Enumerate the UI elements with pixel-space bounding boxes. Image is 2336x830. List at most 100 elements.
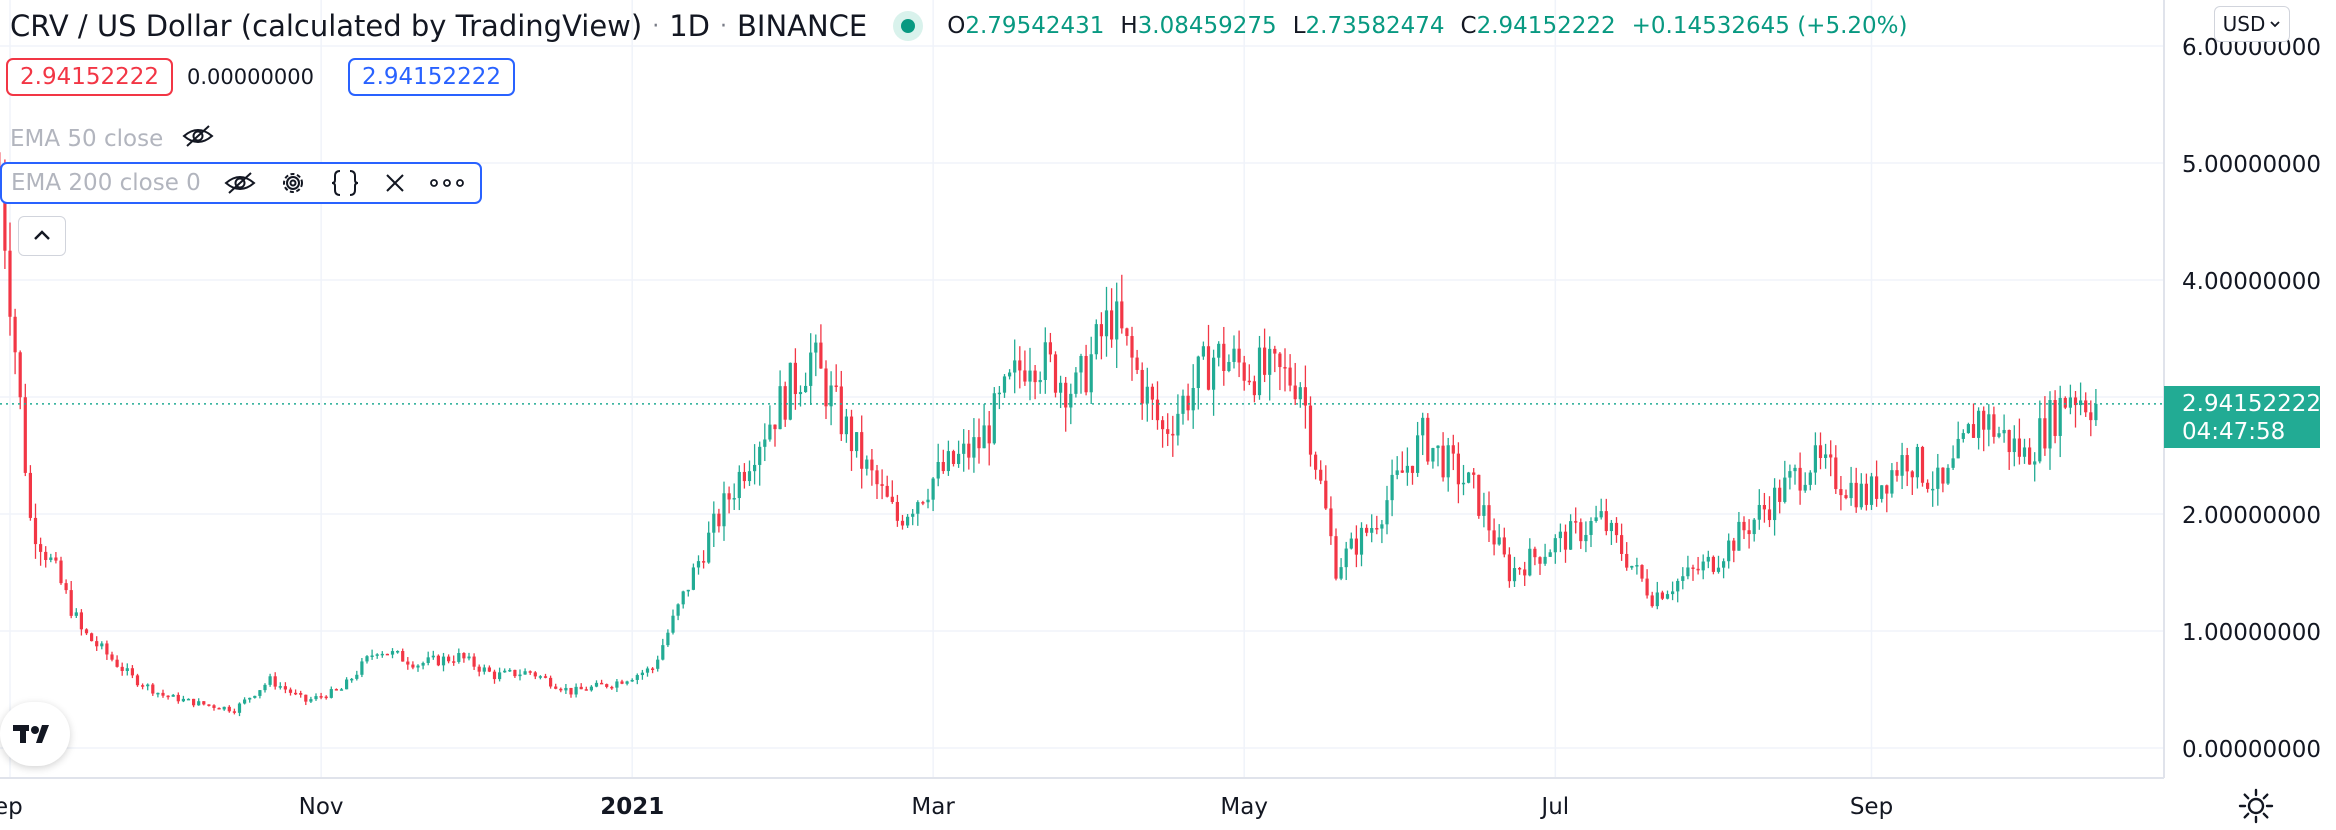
candle-body [1885, 485, 1889, 494]
candle-body [125, 668, 129, 671]
candle-body [1558, 531, 1562, 539]
candle-body [59, 560, 63, 584]
market-open-dot-icon[interactable] [893, 11, 924, 41]
candle-body [2084, 400, 2088, 413]
collapse-legend-button[interactable] [18, 216, 66, 256]
candle-body [1512, 568, 1517, 582]
candle-body [2022, 447, 2027, 457]
candle-body [1691, 567, 1695, 569]
candle-body [2028, 447, 2032, 465]
candle-body [2073, 397, 2078, 406]
more-dots-icon[interactable] [429, 178, 465, 188]
ema50-legend[interactable]: EMA 50 close [10, 120, 215, 158]
interval-label[interactable]: 1D [669, 9, 710, 43]
eye-crossed-icon[interactable] [223, 170, 257, 196]
exchange-label[interactable]: BINANCE [737, 9, 868, 43]
candle-body [345, 679, 349, 690]
low-key: L [1292, 13, 1306, 39]
candle-body [1094, 324, 1098, 355]
candle-body [64, 583, 68, 591]
candle-body [855, 432, 859, 452]
candle-body [1497, 537, 1501, 545]
sun-gear-icon[interactable] [2236, 786, 2276, 826]
candle-body [416, 665, 420, 668]
candle-body [1252, 381, 1256, 396]
candle-body [946, 451, 950, 472]
candle-body [1186, 395, 1190, 411]
time-axis-label: Jul [1539, 794, 1569, 820]
candle-body [1257, 347, 1262, 396]
candle-body [130, 668, 134, 676]
candle-body [895, 501, 899, 521]
candle-body [1120, 301, 1124, 329]
candle-body [1436, 445, 1440, 449]
eye-crossed-icon[interactable] [181, 123, 215, 155]
candle-body [1400, 470, 1404, 473]
candle-body [1880, 485, 1884, 499]
candle-body [1395, 470, 1399, 475]
time-axis[interactable]: ep Nov 2021 Mar May Jul Sep [0, 794, 1893, 820]
close-icon[interactable] [383, 171, 407, 195]
candle-body [1854, 482, 1858, 508]
candle-body [543, 676, 548, 678]
last-price-value: 2.94152222 [2182, 391, 2322, 417]
candle-body [1482, 505, 1486, 516]
price-change: +0.14532645 (+5.20%) [1631, 13, 1908, 39]
candle-body [1227, 361, 1231, 371]
candle-body [151, 684, 155, 694]
candle-body [686, 589, 690, 592]
candle-body [1410, 465, 1415, 473]
candle-body [319, 696, 323, 698]
candle-body [380, 653, 384, 656]
candle-body [594, 682, 599, 687]
candle-body [1451, 445, 1455, 454]
candle-body [1405, 465, 1409, 473]
candle-body [1079, 355, 1083, 373]
candle-body [329, 689, 333, 698]
candle-body [630, 679, 634, 682]
candle-body [1665, 594, 1670, 599]
candle-body [727, 493, 731, 500]
candle-body [304, 694, 308, 702]
candle-body [1701, 561, 1705, 571]
candle-body [1818, 445, 1823, 458]
chart-grid [0, 0, 2164, 778]
price-axis-label: 1.00000000 [2182, 620, 2321, 646]
ema200-legend[interactable]: EMA 200 close 0 [0, 162, 482, 204]
ema200-label: EMA 200 close 0 [11, 170, 201, 196]
candle-body [666, 632, 670, 646]
candle-body [1385, 500, 1389, 525]
candle-body [1757, 504, 1761, 520]
symbol-title[interactable]: CRV / US Dollar (calculated by TradingVi… [10, 9, 643, 43]
candle-body [569, 687, 573, 695]
price-axis-label: 2.00000000 [2182, 503, 2321, 529]
candle-body [1594, 517, 1598, 522]
candle-body [462, 653, 466, 659]
candle-body [722, 493, 726, 527]
candle-body [2038, 418, 2042, 462]
candle-body [248, 697, 252, 700]
candle-body [436, 655, 440, 666]
candle-body [1589, 521, 1593, 535]
candle-body [972, 437, 976, 458]
candle-body [1941, 467, 1945, 484]
candle-body [1222, 343, 1226, 371]
braces-icon[interactable] [329, 169, 361, 197]
candle-body [1421, 417, 1425, 436]
candle-body [931, 478, 935, 500]
candle-body [396, 651, 400, 653]
gear-icon[interactable] [279, 169, 307, 197]
candle-body [890, 496, 894, 502]
currency-button[interactable]: USD [2214, 6, 2290, 42]
candle-body [1217, 343, 1221, 358]
candle-body [900, 520, 905, 526]
candle-body [273, 676, 277, 687]
candle-body [1507, 554, 1511, 582]
candle-body [135, 675, 140, 686]
candle-body [1640, 565, 1644, 579]
tradingview-logo-icon[interactable] [0, 702, 70, 766]
candle-body [1002, 376, 1007, 393]
candle-body [1992, 414, 1996, 437]
candle-body [69, 590, 73, 616]
